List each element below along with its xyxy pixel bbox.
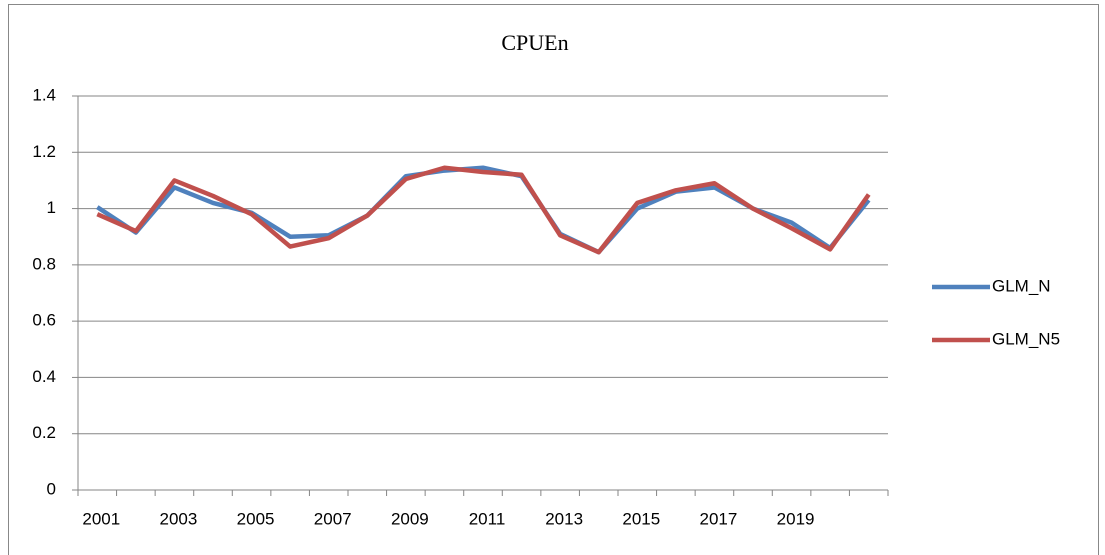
x-tick-label: 2019	[777, 509, 815, 528]
chart-frame	[8, 4, 1099, 555]
series-line	[96, 165, 871, 255]
y-tick-label: 0.6	[32, 311, 56, 330]
x-tick-label: 2017	[700, 509, 738, 528]
x-tick-label: 2011	[469, 509, 506, 528]
x-tick-label: 2013	[545, 509, 583, 528]
x-tick-label: 2003	[160, 509, 198, 528]
y-tick-label: 1	[47, 198, 56, 217]
x-tick-label: 2007	[314, 509, 352, 528]
y-tick-label: 0.4	[32, 367, 56, 386]
y-tick-label: 0.8	[32, 254, 56, 273]
x-tick-label: 2001	[82, 509, 120, 528]
legend-label: GLM_N5	[992, 329, 1060, 348]
y-tick-label: 0	[47, 479, 56, 498]
y-tick-label: 0.2	[32, 423, 56, 442]
chart-title: CPUEn	[501, 30, 568, 55]
x-tick-label: 2015	[622, 509, 660, 528]
x-tick-label: 2005	[237, 509, 275, 528]
y-tick-label: 1.4	[32, 85, 56, 104]
y-tick-label: 1.2	[32, 142, 56, 161]
legend-label: GLM_N	[992, 276, 1051, 295]
x-tick-label: 2009	[391, 509, 429, 528]
